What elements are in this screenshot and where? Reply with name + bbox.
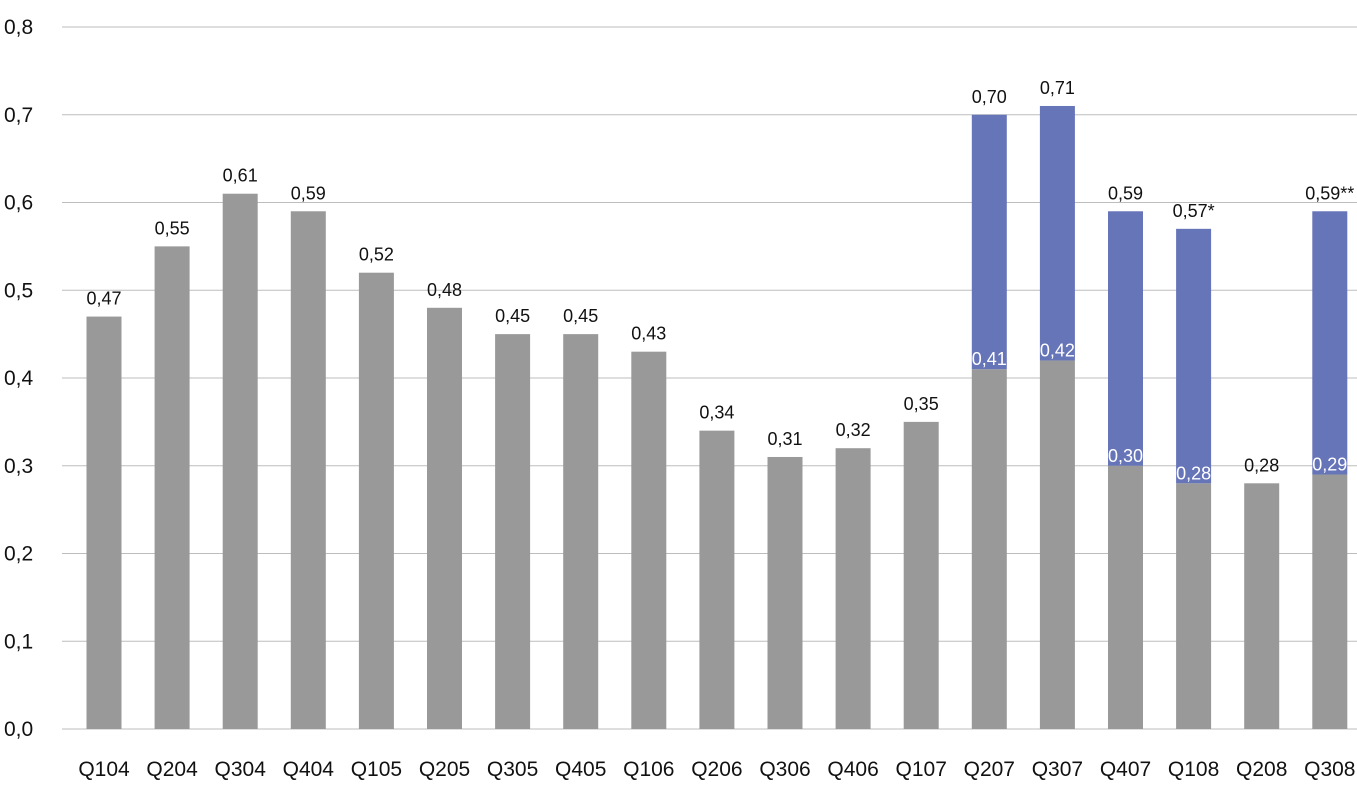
data-label: 0,61 [223,166,258,186]
bar-base [358,272,394,729]
bar-base [1312,474,1348,729]
x-tick-label: Q308 [1304,758,1355,781]
data-label: 0,43 [631,324,666,344]
bar-base [699,430,735,729]
bar-base [427,307,462,729]
data-label: 0,35 [904,394,939,414]
y-tick-label: 0,0 [4,718,33,741]
x-tick-label: Q108 [1168,758,1219,781]
x-tick-label: Q307 [1032,758,1083,781]
x-tick-label: Q208 [1236,758,1287,781]
y-tick-label: 0,3 [4,455,33,478]
y-tick-label: 0,6 [4,192,33,215]
bar-base [495,334,531,729]
data-label: 0,47 [86,289,121,309]
data-label: 0,32 [836,420,871,440]
x-tick-label: Q106 [623,758,674,781]
x-tick-label: Q207 [964,758,1015,781]
bar-base [154,246,190,729]
bar-base [767,456,803,729]
bar-stack [1108,211,1143,466]
bars [86,105,1348,730]
y-tick-label: 0,2 [4,543,33,566]
x-tick-label: Q304 [215,758,267,781]
data-label: 0,29 [1312,455,1347,475]
bar-base [1108,465,1143,729]
bar-stack [1312,211,1348,475]
bar-base [222,193,258,730]
data-label: 0,45 [495,306,530,326]
data-label-total: 0,71 [1040,78,1075,98]
data-label: 0,45 [563,306,598,326]
x-tick-label: Q206 [691,758,742,781]
x-tick-label: Q407 [1100,758,1151,781]
x-tick-label: Q204 [146,758,198,781]
y-tick-label: 0,8 [4,16,33,39]
bar-base [86,316,122,729]
bar-base [1176,483,1212,729]
data-label-total: 0,70 [972,87,1007,107]
bar-base [631,351,667,729]
data-label: 0,52 [359,245,394,265]
bar-base [290,211,326,729]
bar-stack [971,114,1007,370]
bar-base [971,369,1007,729]
bar-stack [1039,105,1075,361]
data-label-total: 0,59** [1305,183,1354,203]
data-label: 0,59 [291,183,326,203]
x-tick-label: Q405 [555,758,606,781]
data-labels: 0,47 0,55 0,61 0,59 0,52 0,48 0,45 0,45 0,43 0,34… [86,78,1354,483]
bar-base [835,448,871,729]
data-label-total: 0,57* [1173,201,1215,221]
bar-base [1039,360,1075,729]
x-axis-ticks: Q104 Q204 Q304 Q404 Q105 Q205 Q305 Q405 Q106 Q206… [78,758,1355,781]
y-tick-label: 0,1 [4,630,33,653]
y-axis-ticks: 0,0 0,1 0,2 0,3 0,4 0,5 0,6 0,7 0,8 [4,16,34,741]
data-label: 0,28 [1244,455,1279,475]
data-label: 0,55 [155,218,190,238]
gridlines [62,26,1357,730]
bar-base [1244,483,1280,729]
y-tick-label: 0,5 [4,279,33,302]
y-tick-label: 0,4 [4,367,34,390]
x-tick-label: Q104 [78,758,130,781]
x-tick-label: Q404 [283,758,335,781]
data-label: 0,34 [699,403,734,423]
bar-base [903,421,939,729]
data-label: 0,48 [427,280,462,300]
data-label: 0,30 [1108,446,1143,466]
x-tick-label: Q105 [351,758,402,781]
x-tick-label: Q107 [896,758,947,781]
bar-stack [1176,228,1212,484]
x-tick-label: Q406 [827,758,878,781]
bar-base [563,334,599,729]
data-label: 0,28 [1176,463,1211,483]
x-tick-label: Q305 [487,758,538,781]
x-tick-label: Q306 [759,758,810,781]
y-tick-label: 0,7 [4,104,33,127]
x-tick-label: Q205 [419,758,470,781]
data-label-total: 0,59 [1108,183,1143,203]
data-label: 0,41 [972,349,1007,369]
data-label: 0,42 [1040,340,1075,360]
data-label: 0,31 [767,429,802,449]
